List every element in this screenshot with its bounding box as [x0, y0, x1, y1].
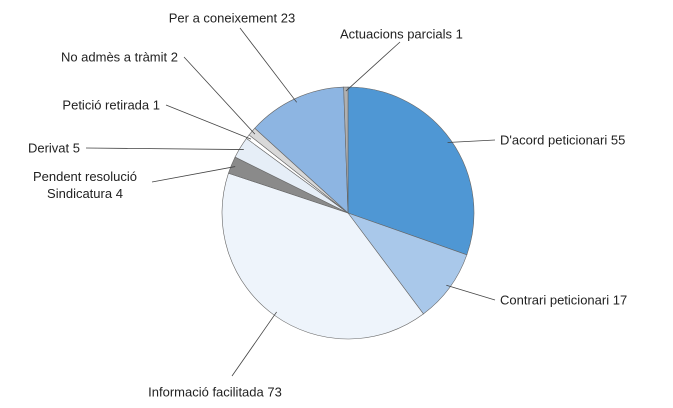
- pie-slice: [343, 86, 349, 214]
- slice-label: No admès a tràmit 2: [61, 49, 178, 66]
- leader-line: [447, 139, 496, 143]
- pie-slice: [254, 86, 349, 214]
- leader-line: [345, 41, 401, 92]
- slice-label: Pendent resolució Sindicatura 4: [10, 168, 160, 202]
- leader-line: [165, 104, 252, 140]
- slice-value: 1: [455, 26, 463, 42]
- slice-value: 1: [152, 97, 160, 113]
- slice-value: 17: [612, 292, 628, 308]
- slice-value: 2: [170, 49, 178, 65]
- slice-value: 23: [280, 10, 296, 26]
- pie-slice: [347, 86, 475, 256]
- slice-name: No admès a tràmit: [60, 49, 168, 65]
- slice-value: 55: [610, 132, 626, 148]
- leader-line: [183, 56, 256, 135]
- slice-name: Petició retirada: [62, 97, 150, 113]
- slice-name: Pendent resolució Sindicatura: [32, 169, 138, 201]
- leader-line: [231, 311, 277, 377]
- slice-value: 4: [115, 186, 123, 201]
- slice-label: Petició retirada 1: [62, 97, 160, 114]
- slice-name: Derivat: [27, 140, 70, 156]
- slice-value: 73: [267, 384, 282, 400]
- slice-name: D'acord peticionari: [500, 132, 608, 148]
- slice-name: Per a coneixement: [168, 10, 278, 26]
- slice-name: Contrari peticionari: [500, 292, 610, 308]
- leader-line: [446, 284, 496, 301]
- leader-line: [151, 166, 236, 183]
- slice-label: Contrari peticionari 17: [500, 292, 627, 309]
- slice-name: Informació facilitada: [148, 384, 264, 400]
- slice-label: D'acord peticionari 55: [500, 132, 625, 149]
- slice-label: Informació facilitada 73: [148, 384, 282, 401]
- slice-label: Per a coneixement 23: [169, 10, 296, 27]
- slice-name: Actuacions parcials: [340, 26, 452, 42]
- slice-label: Actuacions parcials 1: [340, 26, 463, 43]
- slice-label: Derivat 5: [28, 140, 80, 157]
- slice-value: 5: [72, 140, 80, 156]
- leader-line: [85, 147, 244, 150]
- leader-line: [239, 27, 298, 103]
